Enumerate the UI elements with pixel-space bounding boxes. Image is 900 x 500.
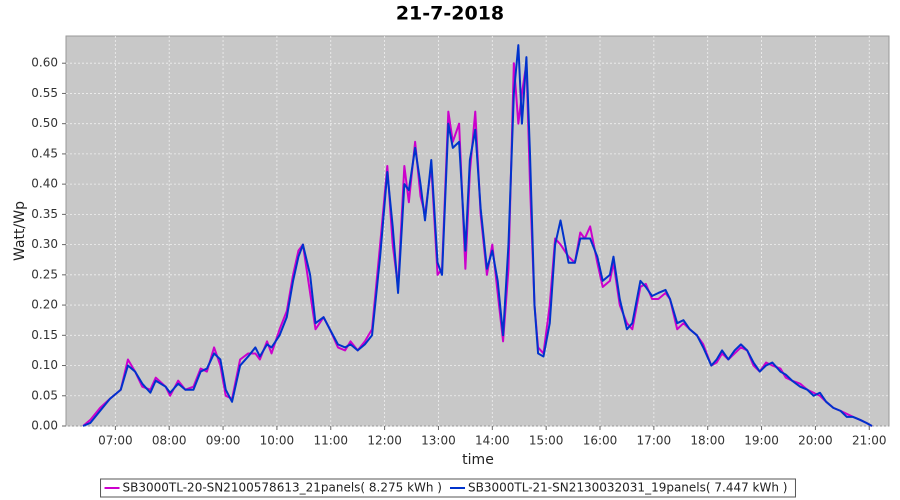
y-tick-label: 0.15 [31, 328, 58, 342]
x-tick-label: 10:00 [260, 434, 295, 448]
x-tick-label: 11:00 [313, 434, 348, 448]
legend [100, 478, 796, 498]
x-tick-label: 16:00 [583, 434, 618, 448]
x-tick-label: 14:00 [475, 434, 510, 448]
y-axis-label: Watt/Wp [12, 201, 28, 261]
y-tick-label: 0.00 [31, 419, 58, 433]
series-line [82, 44, 873, 427]
y-tick-label: 0.30 [31, 237, 58, 251]
x-tick-label: 12:00 [367, 434, 402, 448]
x-tick-label: 15:00 [529, 434, 564, 448]
y-tick-label: 0.50 [31, 116, 58, 130]
legend-label: SB3000TL-21-SN2130032031_19panels( 7.447… [468, 481, 787, 495]
y-tick-label: 0.35 [31, 207, 58, 221]
y-tick-label: 0.40 [31, 177, 58, 191]
x-tick-label: 08:00 [152, 434, 187, 448]
x-tick-label: 09:00 [206, 434, 241, 448]
x-tick-label: 13:00 [421, 434, 456, 448]
x-tick-label: 19:00 [744, 434, 779, 448]
y-tick-label: 0.25 [31, 267, 58, 281]
plot-area [65, 35, 890, 427]
x-tick-label: 21:00 [852, 434, 887, 448]
x-axis-label: time [462, 452, 494, 468]
x-tick-label: 18:00 [690, 434, 725, 448]
y-tick-label: 0.05 [31, 388, 58, 402]
y-tick-label: 0.10 [31, 358, 58, 372]
legend-label: SB3000TL-20-SN2100578613_21panels( 8.275… [123, 481, 442, 495]
x-tick-label: 17:00 [637, 434, 672, 448]
y-tick-label: 0.20 [31, 298, 58, 312]
y-tick-label: 0.60 [31, 56, 58, 70]
y-tick-label: 0.45 [31, 146, 58, 160]
y-tick-label: 0.55 [31, 86, 58, 100]
x-tick-label: 20:00 [798, 434, 833, 448]
chart-title: 21-7-2018 [396, 3, 504, 25]
x-tick-label: 07:00 [98, 434, 133, 448]
